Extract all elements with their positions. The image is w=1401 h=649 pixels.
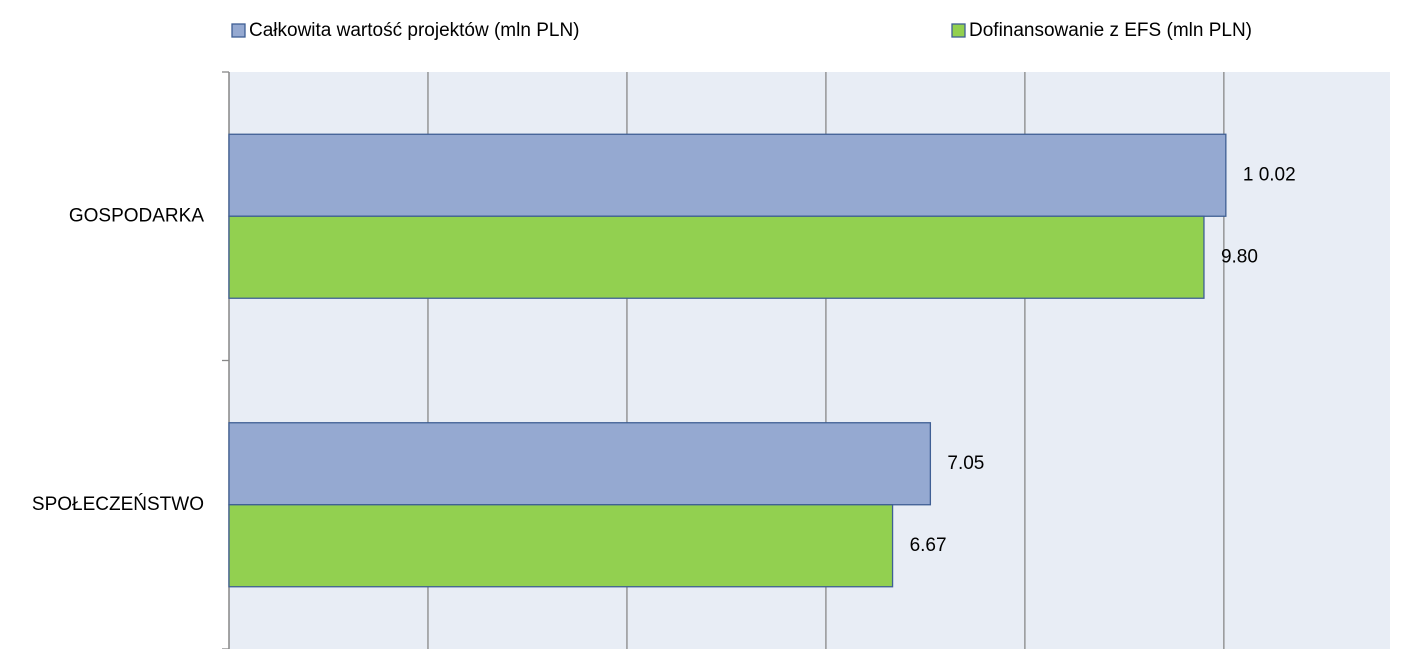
legend-swatch — [951, 23, 966, 38]
value-label: 7.05 — [947, 453, 984, 474]
legend-swatch — [231, 23, 246, 38]
y-tick-label: SPOŁECZEŃSTWO — [32, 494, 204, 515]
y-tick-label: GOSPODARKA — [69, 205, 204, 226]
bar — [228, 133, 1227, 217]
bar — [228, 504, 894, 588]
bar — [228, 215, 1205, 299]
legend-label: Całkowita wartość projektów (mln PLN) — [249, 20, 580, 41]
value-label: 1 0.02 — [1243, 164, 1296, 185]
value-label: 6.67 — [910, 535, 947, 556]
bar — [228, 422, 932, 506]
value-label: 9.80 — [1221, 246, 1258, 267]
legend-label: Dofinansowanie z EFS (mln PLN) — [969, 20, 1252, 41]
